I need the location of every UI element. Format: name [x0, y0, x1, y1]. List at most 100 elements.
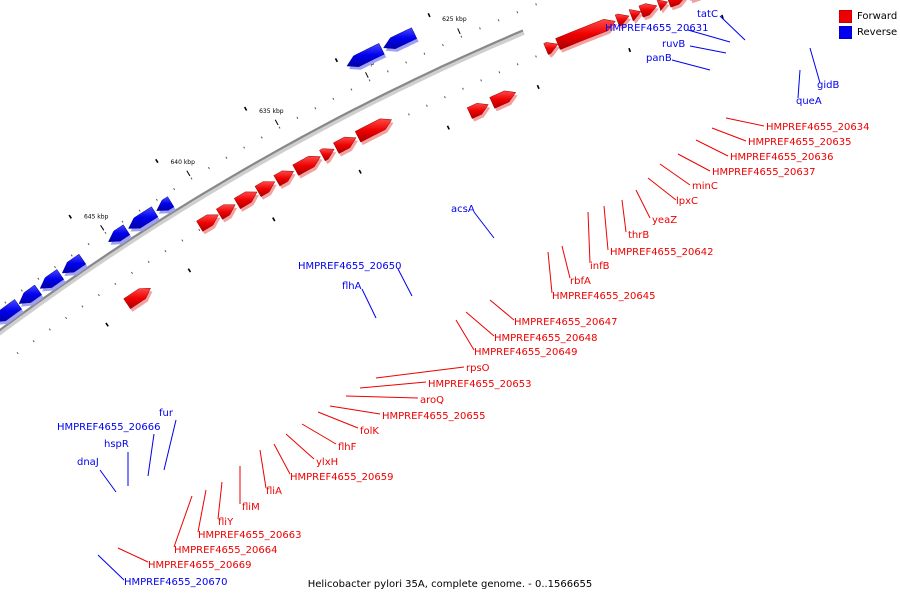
- forward-gene-label[interactable]: fliA: [266, 486, 282, 497]
- forward-gene-arrow[interactable]: [656, 0, 669, 12]
- gene-leader-line: [695, 139, 729, 157]
- forward-gene-arrow[interactable]: [638, 3, 658, 18]
- forward-gene-label[interactable]: minC: [692, 181, 718, 192]
- forward-gene-label[interactable]: rpsO: [466, 363, 490, 374]
- minor-tick: [535, 3, 537, 6]
- minor-tick: [173, 187, 176, 191]
- forward-gene-label[interactable]: HMPREF4655_20655: [382, 411, 485, 422]
- minor-tick: [20, 289, 23, 292]
- forward-gene-label[interactable]: thrB: [628, 230, 649, 241]
- forward-gene-label[interactable]: HMPREF4655_20645: [552, 291, 655, 302]
- forward-gene-arrow[interactable]: [233, 191, 258, 210]
- reverse-gene-arrow[interactable]: [18, 284, 43, 304]
- reverse-gene-label[interactable]: fur: [159, 408, 174, 419]
- reverse-gene-arrow[interactable]: [128, 206, 159, 229]
- forward-gene-arrow[interactable]: [319, 148, 335, 162]
- reverse-gene-arrow[interactable]: [61, 253, 87, 274]
- forward-gene-arrow[interactable]: [196, 214, 219, 232]
- forward-gene-label[interactable]: yeaZ: [652, 215, 677, 226]
- forward-gene-arrow[interactable]: [628, 9, 642, 22]
- gene-leader-line: [621, 199, 627, 233]
- forward-gene-label[interactable]: HMPREF4655_20669: [148, 560, 251, 571]
- reverse-gene-label[interactable]: HMPREF4655_20666: [57, 422, 160, 433]
- reverse-gene-label[interactable]: queA: [796, 96, 822, 107]
- minor-tick: [405, 61, 407, 64]
- gene-leader-line: [197, 489, 207, 533]
- forward-gene-label[interactable]: fliM: [242, 502, 260, 513]
- minor-tick: [138, 209, 141, 212]
- forward-gene-label[interactable]: HMPREF4655_20637: [712, 167, 815, 178]
- forward-gene-label[interactable]: HMPREF4655_20647: [514, 317, 617, 328]
- forward-gene-label[interactable]: lpxC: [676, 196, 698, 207]
- reverse-gene-arrow[interactable]: [383, 27, 418, 49]
- minor-tick: [225, 156, 228, 159]
- minor-tick: [462, 87, 464, 90]
- forward-gene-label[interactable]: HMPREF4655_20663: [198, 530, 301, 541]
- gene-leader-line: [285, 433, 315, 460]
- reverse-gene-label[interactable]: panB: [646, 53, 672, 64]
- minor-tick: [386, 70, 389, 73]
- minor-tick: [480, 79, 483, 82]
- forward-gene-label[interactable]: infB: [590, 261, 610, 272]
- feature-shadow: [691, 0, 702, 4]
- forward-gene-arrow[interactable]: [543, 42, 559, 55]
- reverse-gene-label[interactable]: HMPREF4655_20650: [298, 261, 401, 272]
- minor-tick: [37, 277, 40, 280]
- forward-gene-arrow[interactable]: [489, 90, 517, 109]
- forward-gene-label[interactable]: HMPREF4655_20635: [748, 137, 851, 148]
- forward-gene-label[interactable]: HMPREF4655_20634: [766, 122, 869, 133]
- reverse-gene-label[interactable]: gidB: [817, 80, 839, 91]
- reverse-gene-label[interactable]: dnaJ: [77, 457, 99, 468]
- forward-gene-label[interactable]: folK: [360, 426, 379, 437]
- forward-gene-arrow[interactable]: [273, 170, 295, 187]
- forward-gene-label[interactable]: HMPREF4655_20648: [494, 333, 597, 344]
- minor-tick: [32, 340, 35, 343]
- forward-gene-arrow[interactable]: [333, 136, 357, 154]
- reverse-gene-arrow[interactable]: [39, 269, 65, 289]
- reverse-gene-arrow[interactable]: [156, 196, 175, 211]
- forward-gene-arrow[interactable]: [292, 155, 321, 176]
- forward-gene-arrow[interactable]: [466, 103, 489, 119]
- gene-leader-line: [809, 47, 821, 84]
- forward-gene-label[interactable]: rbfA: [570, 276, 591, 287]
- minor-tick: [104, 231, 107, 234]
- forward-gene-label[interactable]: HMPREF4655_20649: [474, 347, 577, 358]
- forward-gene-label[interactable]: ylxH: [316, 457, 338, 468]
- forward-gene-label[interactable]: flhF: [338, 442, 357, 453]
- reverse-gene-label[interactable]: acsA: [451, 204, 475, 215]
- tick-label: 635 kbp: [259, 108, 284, 115]
- map-caption: Helicobacter pylori 35A, complete genome…: [307, 579, 593, 590]
- forward-gene-label[interactable]: HMPREF4655_20659: [290, 472, 393, 483]
- gene-leader-line: [359, 381, 427, 389]
- gene-leader-line: [719, 15, 746, 41]
- forward-gene-label[interactable]: HMPREF4655_20664: [174, 545, 277, 556]
- forward-gene-arrow[interactable]: [614, 13, 630, 27]
- reverse-gene-label[interactable]: flhA: [342, 281, 362, 292]
- reverse-gene-arrow[interactable]: [0, 299, 23, 322]
- gene-leader-line: [455, 319, 475, 351]
- reverse-gene-arrow[interactable]: [108, 224, 131, 242]
- gene-leader-line: [725, 117, 765, 127]
- minor-tick: [497, 19, 500, 22]
- forward-gene-label[interactable]: fliY: [218, 517, 234, 528]
- reverse-gene-label[interactable]: ruvB: [662, 39, 685, 50]
- minor-tick: [628, 47, 632, 53]
- reverse-gene-label[interactable]: HMPREF4655_20631: [605, 23, 708, 34]
- forward-gene-label[interactable]: HMPREF4655_20636: [730, 152, 833, 163]
- reverse-gene-label[interactable]: tatC: [697, 9, 718, 20]
- forward-gene-arrow[interactable]: [667, 0, 687, 8]
- forward-gene-arrow[interactable]: [254, 181, 276, 198]
- forward-gene-arrow[interactable]: [215, 204, 236, 220]
- forward-gene-label[interactable]: HMPREF4655_20642: [610, 247, 713, 258]
- reverse-gene-arrow[interactable]: [346, 43, 385, 67]
- forward-gene-arrow[interactable]: [123, 287, 151, 310]
- reverse-gene-label[interactable]: hspR: [104, 439, 129, 450]
- reverse-gene-label[interactable]: HMPREF4655_20670: [124, 577, 227, 588]
- forward-gene-arrow[interactable]: [354, 118, 393, 143]
- forward-gene-label[interactable]: HMPREF4655_20653: [428, 379, 531, 390]
- gene-leader-line: [375, 366, 465, 379]
- forward-gene-arrow[interactable]: [555, 19, 616, 50]
- minor-tick: [70, 254, 73, 257]
- forward-gene-label[interactable]: aroQ: [420, 395, 444, 406]
- minor-tick: [48, 328, 51, 331]
